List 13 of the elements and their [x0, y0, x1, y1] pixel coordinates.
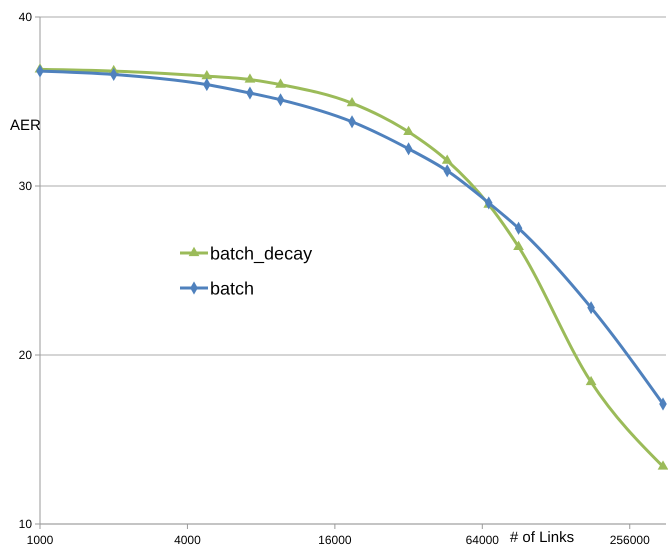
y-tick-label: 10 [18, 517, 32, 532]
legend-label: batch_decay [210, 243, 312, 264]
y-axis-title: AER [10, 117, 42, 134]
y-tick-label: 20 [18, 348, 32, 362]
x-tick-label: 1000 [26, 533, 54, 547]
x-tick-label: 16000 [318, 533, 352, 547]
x-tick-label: 4000 [174, 533, 202, 547]
x-axis-title: # of Links [510, 529, 574, 546]
x-tick-label: 64000 [466, 533, 500, 547]
y-tick-label: 40 [18, 10, 32, 24]
legend-label: batch [210, 278, 254, 298]
y-tick-label: 30 [18, 179, 32, 194]
x-tick-label: 256000 [610, 533, 650, 547]
